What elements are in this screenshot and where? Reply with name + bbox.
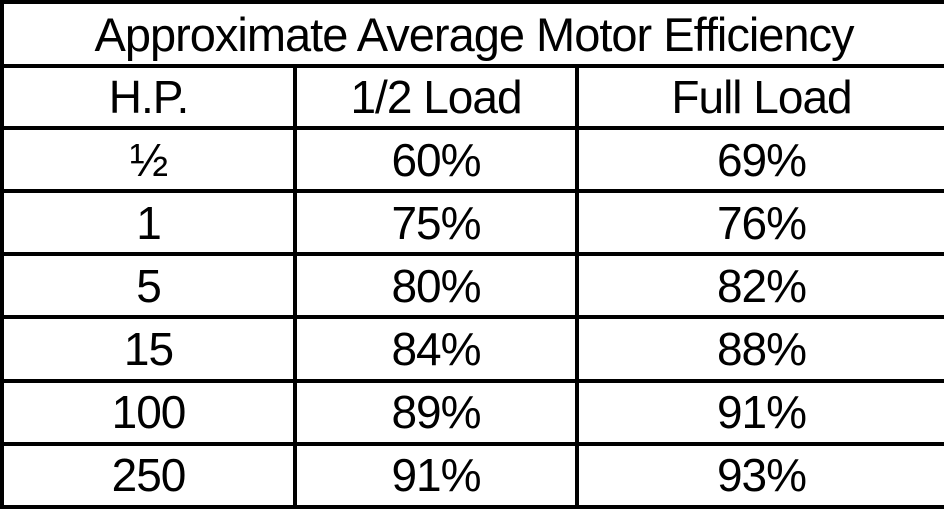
half-load-cell: 84% [293, 315, 579, 383]
table-row: 15 84% 88% [0, 315, 944, 383]
half-load-cell: 91% [293, 441, 579, 509]
half-load-cell: 80% [293, 252, 579, 320]
full-load-cell: 82% [574, 252, 944, 320]
full-load-cell: 76% [574, 189, 944, 257]
full-load-cell: 91% [574, 378, 944, 446]
half-load-cell: 60% [293, 125, 579, 194]
table-row: 250 91% 93% [0, 441, 944, 509]
header-row: H.P. 1/2 Load Full Load [0, 64, 944, 130]
column-header-half-load: 1/2 Load [293, 64, 579, 130]
column-header-full-load: Full Load [574, 64, 944, 130]
half-load-cell: 89% [293, 378, 579, 446]
table-row: 100 89% 91% [0, 378, 944, 446]
hp-cell: 1 [0, 189, 297, 257]
full-load-cell: 69% [574, 125, 944, 194]
full-load-cell: 88% [574, 315, 944, 383]
full-load-cell: 93% [574, 441, 944, 509]
hp-cell: ½ [0, 125, 297, 194]
hp-cell: 15 [0, 315, 297, 383]
column-header-hp: H.P. [0, 64, 297, 130]
table-row: 1 75% 76% [0, 189, 944, 257]
table-title: Approximate Average Motor Efficiency [0, 0, 944, 68]
title-row: Approximate Average Motor Efficiency [0, 0, 944, 68]
table-row: 5 80% 82% [0, 252, 944, 320]
table-row: ½ 60% 69% [0, 125, 944, 194]
hp-cell: 250 [0, 441, 297, 509]
half-load-cell: 75% [293, 189, 579, 257]
hp-cell: 5 [0, 252, 297, 320]
hp-cell: 100 [0, 378, 297, 446]
